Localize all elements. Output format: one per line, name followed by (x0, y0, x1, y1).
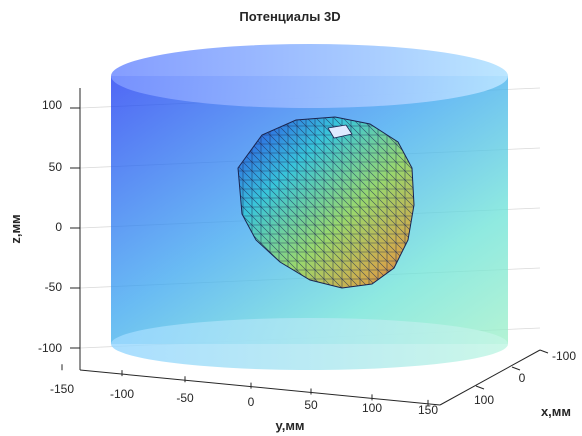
chart-title: Потенциалы 3D (239, 9, 340, 24)
z-tick-label: 50 (49, 160, 63, 174)
z-tick-label: -100 (38, 341, 62, 355)
z-axis-label: z,мм (8, 214, 23, 243)
y-tick-label: -150 (50, 382, 74, 396)
y-tick-label: -50 (176, 391, 194, 405)
x-tick (476, 386, 484, 389)
y-tick-label: 50 (304, 398, 318, 412)
y-tick-label: 100 (362, 401, 382, 415)
x-axis-label: x,мм (541, 404, 571, 419)
z-tick-label: -50 (45, 280, 63, 294)
x-tick (512, 367, 520, 370)
y-tick-label: -100 (110, 387, 134, 401)
x-tick (540, 350, 548, 353)
z-tick-label: 100 (42, 98, 62, 112)
z-tick-label: 0 (55, 220, 62, 234)
x-tick-label: 0 (519, 371, 526, 385)
x-tick-label: 100 (474, 393, 494, 407)
y-tick-label: 0 (248, 395, 255, 409)
x-tick-label: -100 (552, 349, 576, 363)
z-axis-ticks: 100 50 0 -50 -100 (38, 98, 62, 355)
y-tick-label: 150 (418, 403, 438, 417)
y-axis-label: y,мм (275, 418, 304, 433)
